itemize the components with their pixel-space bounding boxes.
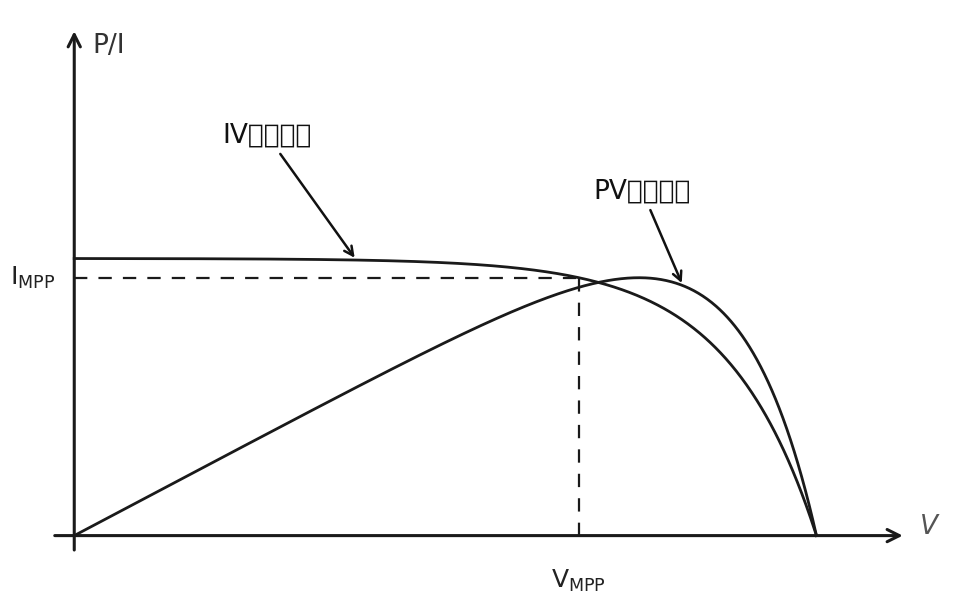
Text: V: V bbox=[921, 514, 939, 540]
Text: $\mathregular{V_{MPP}}$: $\mathregular{V_{MPP}}$ bbox=[551, 568, 607, 594]
Text: P/I: P/I bbox=[93, 33, 125, 58]
Text: IV特性曲线: IV特性曲线 bbox=[223, 123, 353, 256]
Text: PV特性曲线: PV特性曲线 bbox=[593, 178, 691, 280]
Text: $\mathregular{I_{MPP}}$: $\mathregular{I_{MPP}}$ bbox=[11, 265, 56, 291]
